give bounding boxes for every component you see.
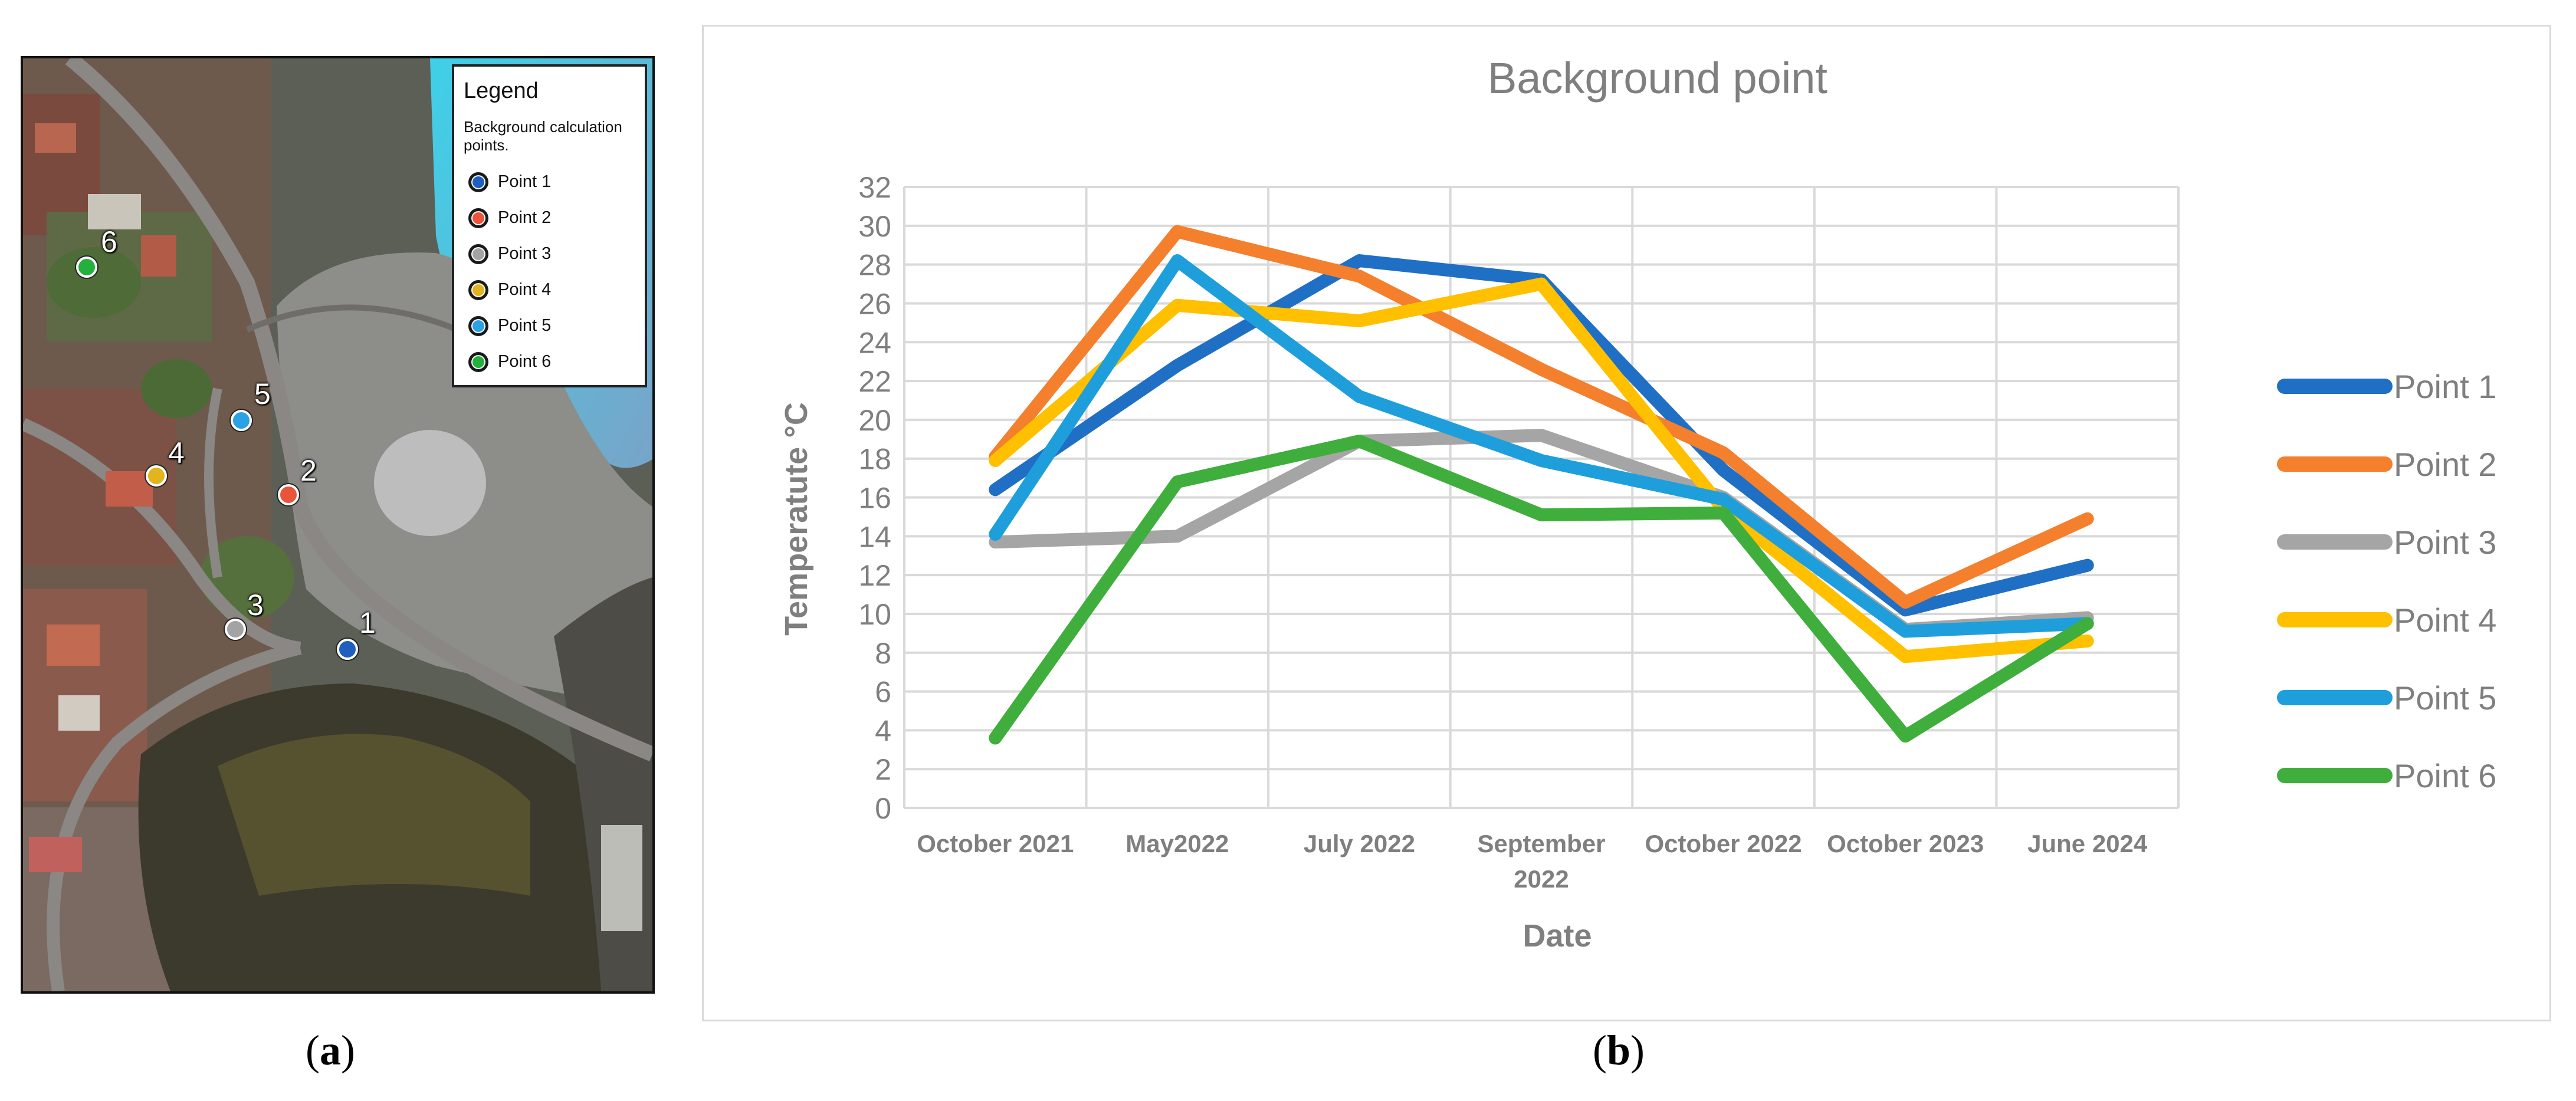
map-legend-item: Point 5 [464,308,635,344]
map-legend-label: Point 2 [498,208,552,227]
series-lines [989,225,2094,745]
map-point-6-number: 6 [101,225,117,258]
point-marker-icon [468,244,488,264]
map-point-2-marker [278,484,299,505]
panel-caption-b: (b) [1593,1027,1645,1074]
series-line-point-4 [989,277,2094,663]
x-tick-label: October 2022 [1645,830,1802,857]
point-marker-icon [468,280,488,300]
map-legend-label: Point 1 [498,172,552,191]
map-legend-item: Point 2 [464,200,635,236]
point-marker-icon [468,208,488,228]
y-tick-label: 22 [858,365,891,398]
legend-label: Point 3 [2394,524,2496,561]
map-point-6-marker [76,257,97,278]
legend-label: Point 2 [2394,446,2496,483]
map-panel: Legend Background calculation points. Po… [21,56,655,994]
chart-frame: Background point 0 2 4 6 8 10 12 14 16 18 20 22 24 26… [702,25,2551,1021]
map-legend-label: Point 3 [498,244,552,263]
map-point-2-number: 2 [300,454,317,487]
y-tick-label: 28 [858,249,891,282]
legend-label: Point 5 [2394,679,2496,717]
y-tick-label: 18 [858,443,891,476]
y-axis-label: Temperatute °C [779,402,814,636]
y-tick-label: 16 [858,482,891,515]
map-point-1-number: 1 [359,606,376,639]
y-tick-label: 8 [875,637,891,670]
series-line-point-6 [989,435,2094,745]
map-legend: Legend Background calculation points. Po… [452,64,647,387]
x-tick-label: October 2023 [1827,830,1984,857]
map-legend-label: Point 4 [498,280,552,299]
point-marker-icon [468,315,488,336]
y-tick-label: 32 [858,171,891,204]
chart-legend: Point 1 Point 2 Point 3 Point 4 Point 5 Point… [2277,368,2496,794]
point-marker-icon [468,351,488,372]
legend-label: Point 1 [2394,368,2496,405]
y-tick-label: 20 [858,404,891,437]
x-tick-label: July 2022 [1304,830,1415,857]
x-tick-label: May2022 [1125,830,1229,857]
y-tick-label: 24 [858,326,891,359]
map-legend-title: Legend [464,78,539,103]
series-line-point-5 [989,254,2094,638]
y-tick-label: 0 [875,792,891,825]
map-legend-label: Point 5 [498,316,552,335]
x-tick-label: 2022 [1514,865,1568,893]
map-point-1-marker [337,639,358,660]
map-legend-subtitle: Background calculation points. [464,118,622,154]
map-point-4-number: 4 [168,436,185,469]
x-tick-label: October 2021 [917,830,1074,857]
legend-label: Point 6 [2394,757,2496,794]
y-tick-label: 10 [858,598,891,631]
y-tick-label: 6 [875,676,891,709]
legend-label: Point 4 [2394,602,2496,639]
map-legend-label: Point 6 [498,352,552,371]
x-axis-label: Date [1522,918,1591,954]
y-tick-label: 2 [875,753,891,786]
x-tick-label: June 2024 [2027,830,2148,857]
y-tick-label: 14 [858,520,891,553]
point-marker-icon [468,172,488,192]
map-legend-item: Point 4 [464,272,635,308]
chart-title: Background point [1488,54,1827,103]
y-tick-label: 30 [858,210,891,243]
map-point-4-marker [146,465,167,487]
y-tick-label: 12 [858,559,891,592]
y-tick-label: 4 [875,714,891,747]
map-legend-item: Point 1 [464,164,635,200]
series-line-point-2 [989,225,2094,609]
map-point-5-marker [231,410,252,431]
x-tick-label: September [1477,830,1605,857]
y-tick-label: 26 [858,287,891,320]
map-legend-item: Point 3 [464,236,635,272]
x-axis-ticks: October 2021 May2022 July 2022 September 202… [917,830,2148,893]
map-point-3-marker [225,619,246,640]
panel-caption-a: (a) [306,1027,355,1074]
map-legend-item: Point 6 [464,344,635,380]
map-point-3-number: 3 [247,589,264,622]
map-point-5-number: 5 [254,377,271,410]
temperature-line-chart: Background point 02468101214161820222426… [779,54,2496,954]
